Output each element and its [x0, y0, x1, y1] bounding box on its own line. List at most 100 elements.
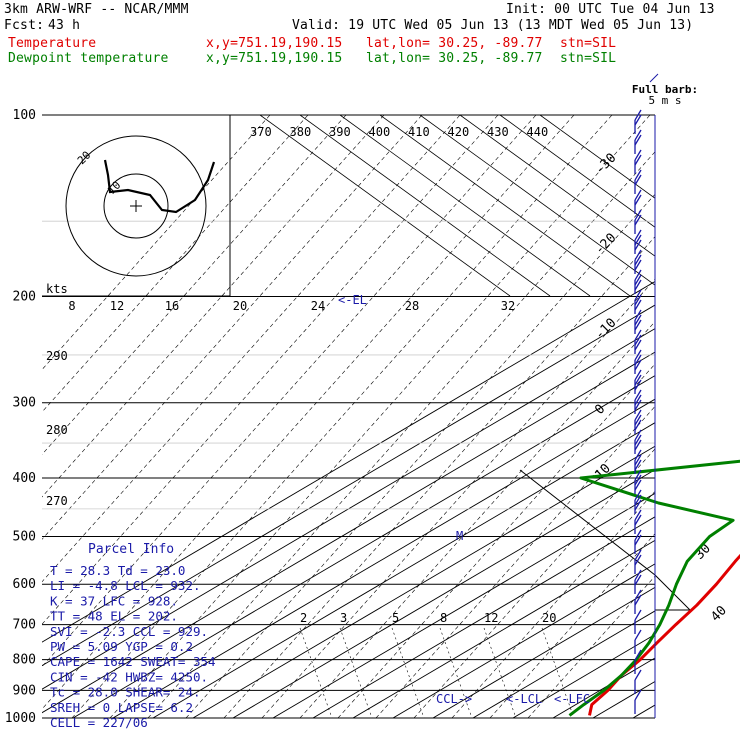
wind-barb: [634, 669, 642, 681]
pressure-label: 600: [13, 577, 36, 592]
theta-line: [459, 115, 655, 257]
isotherm-line: [42, 351, 655, 714]
wind-barb: [634, 594, 642, 606]
wind-barb: [634, 459, 642, 471]
wind-barb: [634, 194, 642, 206]
pressure-label: 100: [13, 108, 36, 123]
wind-barb: [634, 329, 642, 341]
parcel-title: Parcel Info: [88, 542, 174, 557]
isotherm-line: [272, 492, 655, 718]
theta-line: [299, 115, 551, 296]
wind-barb: [634, 514, 642, 526]
isotherm-line: [42, 328, 655, 690]
wind-barb: [634, 399, 642, 411]
mixing-ratio-line: [299, 627, 333, 718]
dry-adiabat: [42, 115, 271, 371]
parcel-row: CIN = -42 HWBZ= 4250.: [50, 669, 208, 684]
wind-barb: [634, 334, 642, 346]
wind-speed-tick: 8: [68, 299, 75, 313]
wind-barb: [634, 689, 642, 701]
lcl-marker: <-LCL: [506, 692, 542, 706]
theta-line: [539, 115, 655, 199]
wind-speed-tick: 24: [311, 299, 325, 313]
pressure-label: 500: [13, 529, 36, 544]
isotherm-line: [632, 704, 655, 718]
isotherm-line: [112, 398, 655, 718]
theta-label: 370: [250, 125, 272, 139]
el-marker: <-EL: [338, 293, 367, 307]
dry-adiabat: [261, 278, 655, 718]
theta-label: 390: [329, 125, 351, 139]
wind-speed-tick: 16: [165, 299, 179, 313]
wind-barb: [634, 229, 642, 241]
dry-adiabat-label: 290: [46, 349, 68, 363]
wind-barb: [634, 234, 642, 246]
mixing-ratio-label: 8: [440, 611, 447, 625]
isotherm-label: -20: [592, 231, 619, 258]
pressure-label: 400: [13, 471, 36, 486]
wind-barb: [634, 629, 642, 641]
parcel-row: LI = -4.8 LCL = 932.: [50, 578, 201, 593]
mixing-ratio-label: 12: [484, 611, 498, 625]
isotherm-label: 40: [708, 603, 730, 625]
isotherm-line: [312, 516, 655, 718]
wind-barb: [634, 254, 642, 266]
dewpoint-profile: [568, 459, 740, 717]
wind-barb: [634, 394, 642, 406]
pressure-label: 700: [13, 618, 36, 633]
wind-barb: [634, 649, 642, 661]
latlon-temp: lat,lon= 30.25, -89.77: [366, 36, 543, 51]
temperature-legend: Temperature: [8, 36, 97, 51]
wind-speed-tick: 20: [233, 299, 247, 313]
wind-barb: [634, 354, 642, 366]
wind-barb: [634, 174, 642, 186]
isotherm-line: [432, 586, 655, 718]
m-marker: M: [456, 529, 463, 543]
parcel-row: SREH = 0 LAPSE= 6.2: [50, 700, 193, 715]
theta-label: 420: [448, 125, 470, 139]
isotherm-line: [232, 469, 655, 718]
dry-adiabat: [42, 115, 309, 413]
isotherm-line: [42, 304, 655, 667]
dry-adiabat: [527, 575, 655, 718]
wind-barb: [634, 534, 642, 546]
wind-barb: [634, 454, 642, 466]
wind-barb: [634, 109, 642, 121]
parcel-row: T = 28.3 Td = 23.0: [50, 563, 185, 578]
pressure-label: 1000: [5, 711, 36, 726]
pressure-label: 200: [13, 290, 36, 305]
mixing-ratio-line: [391, 627, 425, 718]
isotherm-label: -10: [592, 316, 619, 343]
wind-barb: [634, 439, 642, 451]
parcel-row: TT = 48 EL = 202.: [50, 609, 178, 624]
theta-line: [379, 115, 631, 296]
barb-legend-sample: [649, 73, 659, 83]
valid-time: Valid: 19 UTC Wed 05 Jun 13 (13 MDT Wed …: [292, 18, 694, 33]
wind-barb: [634, 569, 642, 581]
dry-adiabat: [42, 115, 347, 455]
theta-line: [419, 115, 655, 286]
hodograph-ring: [65, 135, 207, 277]
dry-adiabat: [147, 151, 655, 718]
mixing-ratio-line: [339, 627, 373, 718]
wind-barb: [634, 409, 642, 421]
parcel-row: SVI = -2.3 CCL = 929.: [50, 624, 208, 639]
isotherm-line: [192, 445, 655, 718]
wind-speed-tick: 28: [405, 299, 419, 313]
wind-barb: [634, 499, 642, 511]
dry-adiabat: [71, 115, 613, 718]
parcel-row: CELL = 227/06: [50, 715, 148, 730]
wind-barb: [634, 449, 642, 461]
latlon-dew: lat,lon= 30.25, -89.77: [366, 51, 543, 66]
mixing-ratio-label: 20: [542, 611, 556, 625]
hodograph-ring-label: 20: [75, 149, 94, 168]
dry-adiabat-label: 270: [46, 494, 68, 508]
wind-barb: [634, 129, 642, 141]
wind-barb: [634, 339, 642, 351]
wind-barb: [634, 529, 642, 541]
isotherm-line: [472, 610, 655, 718]
wind-barb: [634, 389, 642, 401]
xy-dew: x,y=751.19,190.15: [206, 51, 343, 66]
wind-barb: [634, 414, 642, 426]
